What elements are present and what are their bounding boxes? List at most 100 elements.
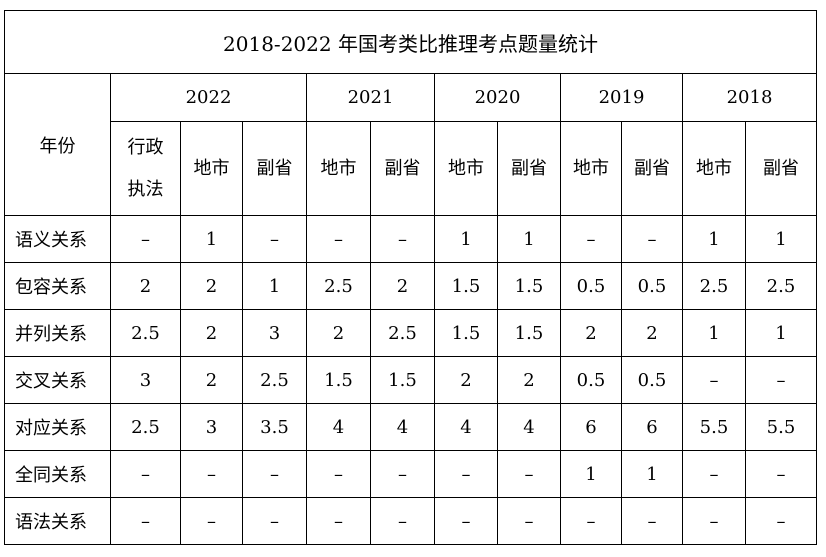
title-row: 2018-2022 年国考类比推理考点题量统计 xyxy=(4,10,817,74)
table-body: 语义关系 –1– – –1 1– –1 1 包容关系 2 2 1 2.5 2 1.5 1.5 0.5 0.5 2.… xyxy=(4,215,817,545)
table-cell: 6 xyxy=(560,403,622,451)
table-cell: – xyxy=(560,497,622,545)
region-header-line: 地市 xyxy=(448,157,484,179)
table-cell: 1 xyxy=(621,450,683,498)
row-label: 交叉关系 xyxy=(4,356,111,404)
row-label: 包容关系 xyxy=(4,262,111,310)
table-cell: 5.5 xyxy=(745,403,817,451)
year-row: 年份 2022 2021 2020 2019 2018 xyxy=(4,73,817,216)
region-header: 地市 xyxy=(180,121,243,216)
statistics-table: 2018-2022 年国考类比推理考点题量统计 年份 2022 2021 202… xyxy=(4,10,817,545)
table-cell: 2 xyxy=(110,262,181,310)
table-cell: – xyxy=(110,450,181,498)
table-cell: – xyxy=(745,497,817,545)
region-header-line: 副省 xyxy=(511,157,547,179)
table-cell: – xyxy=(682,450,746,498)
table-cell: 4 xyxy=(434,403,498,451)
table-cell: – xyxy=(497,497,561,545)
table-cell: 2 xyxy=(621,309,683,357)
table-cell: 1 xyxy=(180,215,243,263)
region-header-line: 副省 xyxy=(384,157,421,179)
table-cell: – xyxy=(180,450,243,498)
table-cell: – xyxy=(242,497,307,545)
table-cell: – xyxy=(682,497,746,545)
year-label: 年份 xyxy=(4,73,111,216)
year-header-2022: 2022 xyxy=(110,73,307,122)
region-row: 行政 执法 地市 副省 地市 副省 地市 副省 地市 副省 地市 副省 xyxy=(5,121,817,216)
table-row: 交叉关系 3 2 2.5 1.5 1.5 2 2 0.5 0.5– – xyxy=(4,356,817,404)
table-cell: 4 xyxy=(306,403,371,451)
table-cell: – xyxy=(370,215,435,263)
row-label: 对应关系 xyxy=(4,403,111,451)
table-cell: – xyxy=(306,450,371,498)
table-cell: 1 xyxy=(560,450,622,498)
table-row: 语义关系 –1– – –1 1– –1 1 xyxy=(4,215,817,263)
region-header: 副省 xyxy=(242,121,307,216)
table-cell: 6 xyxy=(621,403,683,451)
row-label: 语法关系 xyxy=(4,497,111,545)
table-cell: 2.5 xyxy=(110,403,181,451)
table-cell: – xyxy=(306,497,371,545)
table-cell: – xyxy=(370,450,435,498)
year-header-2019: 2019 xyxy=(560,73,683,122)
table-cell: 1.5 xyxy=(497,309,561,357)
table-cell: – xyxy=(682,356,746,404)
table-cell: 2 xyxy=(434,356,498,404)
table-cell: – xyxy=(745,356,817,404)
year-header-2018: 2018 xyxy=(682,73,817,122)
table-cell: 2 xyxy=(180,356,243,404)
table-cell: 4 xyxy=(497,403,561,451)
table-cell: 3.5 xyxy=(242,403,307,451)
table-cell: 2 xyxy=(497,356,561,404)
table-cell: 3 xyxy=(180,403,243,451)
table-cell: 2 xyxy=(180,309,243,357)
region-header-line: 副省 xyxy=(256,157,293,179)
table-cell: 1.5 xyxy=(434,309,498,357)
region-header-line: 执法 xyxy=(127,178,164,200)
table-cell: – xyxy=(621,497,683,545)
table-cell: 2 xyxy=(180,262,243,310)
region-header: 地市 xyxy=(560,121,622,216)
table-cell: 2 xyxy=(306,309,371,357)
table-cell: 4 xyxy=(370,403,435,451)
row-label: 并列关系 xyxy=(4,309,111,357)
table-cell: 1 xyxy=(745,215,817,263)
table-row: 全同关系 – – – – – – –1 1– – xyxy=(4,450,817,498)
table-cell: – xyxy=(434,450,498,498)
table-cell: – xyxy=(560,215,622,263)
table-cell: 1 xyxy=(682,215,746,263)
table-cell: – xyxy=(180,497,243,545)
year-header-2021: 2021 xyxy=(306,73,435,122)
region-header-line: 行政 xyxy=(127,136,164,158)
table-cell: 2.5 xyxy=(370,309,435,357)
region-header-line: 副省 xyxy=(634,157,670,179)
table-cell: 2.5 xyxy=(682,262,746,310)
table-cell: – xyxy=(621,215,683,263)
table-cell: – xyxy=(370,497,435,545)
table-cell: 2.5 xyxy=(110,309,181,357)
table-cell: 5.5 xyxy=(682,403,746,451)
table-cell: 0.5 xyxy=(621,356,683,404)
table-cell: 1 xyxy=(682,309,746,357)
region-header: 副省 xyxy=(745,121,817,216)
table-cell: – xyxy=(242,215,307,263)
region-header-line: 地市 xyxy=(696,157,732,179)
table-row: 语法关系 – – – – – – – – – – – xyxy=(4,497,817,545)
table-cell: 0.5 xyxy=(560,262,622,310)
year-header-2020: 2020 xyxy=(434,73,561,122)
row-label: 全同关系 xyxy=(4,450,111,498)
table-row: 包容关系 2 2 1 2.5 2 1.5 1.5 0.5 0.5 2.5 2.5 xyxy=(4,262,817,310)
table-cell: – xyxy=(434,497,498,545)
table-cell: 1.5 xyxy=(497,262,561,310)
table-cell: – xyxy=(242,450,307,498)
table-cell: 1.5 xyxy=(434,262,498,310)
table-cell: 1 xyxy=(745,309,817,357)
table-cell: 3 xyxy=(242,309,307,357)
region-header: 地市 xyxy=(306,121,371,216)
region-header-line: 副省 xyxy=(763,157,799,179)
table-cell: – xyxy=(110,215,181,263)
region-header: 副省 xyxy=(621,121,683,216)
table-cell: 1.5 xyxy=(306,356,371,404)
table-cell: 1 xyxy=(497,215,561,263)
table-cell: – xyxy=(110,497,181,545)
